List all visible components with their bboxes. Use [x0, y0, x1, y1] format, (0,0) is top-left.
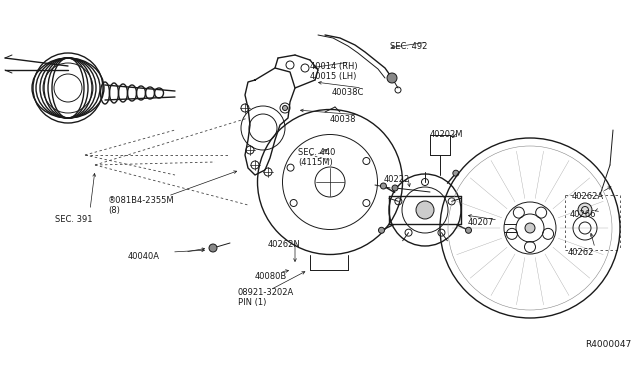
Text: SEC. 440
(4115M): SEC. 440 (4115M): [298, 148, 335, 167]
Text: 40038C: 40038C: [332, 88, 364, 97]
Text: 40262: 40262: [568, 248, 595, 257]
Text: 40266: 40266: [570, 210, 596, 219]
Circle shape: [392, 185, 398, 191]
Circle shape: [578, 203, 592, 217]
Circle shape: [453, 170, 459, 176]
Text: 40262N: 40262N: [268, 240, 301, 249]
Circle shape: [465, 227, 472, 233]
Text: 40040A: 40040A: [128, 252, 160, 261]
Text: 40202M: 40202M: [430, 130, 463, 139]
Text: 40080B: 40080B: [255, 272, 287, 281]
Text: 40207: 40207: [468, 218, 494, 227]
Text: SEC. 391: SEC. 391: [55, 215, 93, 224]
Text: SEC. 492: SEC. 492: [390, 42, 428, 51]
Circle shape: [209, 244, 217, 252]
Circle shape: [378, 227, 385, 233]
Circle shape: [387, 73, 397, 83]
Circle shape: [380, 183, 387, 189]
Text: 08921-3202A
PIN (1): 08921-3202A PIN (1): [238, 288, 294, 307]
Text: ®081B4-2355M
(8): ®081B4-2355M (8): [108, 196, 175, 215]
Ellipse shape: [416, 201, 434, 219]
Ellipse shape: [525, 223, 535, 233]
Circle shape: [282, 106, 287, 110]
Text: 40222: 40222: [384, 175, 410, 184]
Text: 40038: 40038: [330, 115, 356, 124]
Text: 40014 (RH)
40015 (LH): 40014 (RH) 40015 (LH): [310, 62, 358, 81]
Text: R4000047: R4000047: [585, 340, 631, 349]
Text: 40262A: 40262A: [572, 192, 604, 201]
